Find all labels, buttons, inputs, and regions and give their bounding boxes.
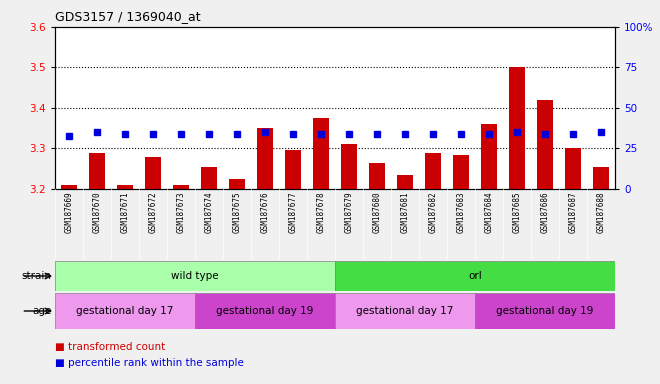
Text: ■ transformed count: ■ transformed count xyxy=(55,342,165,352)
Text: GSM187685: GSM187685 xyxy=(513,191,521,233)
Bar xyxy=(425,152,441,189)
Text: gestational day 17: gestational day 17 xyxy=(356,306,453,316)
Text: GSM187688: GSM187688 xyxy=(597,191,605,233)
Bar xyxy=(593,167,609,189)
Bar xyxy=(117,185,133,189)
Text: GSM187679: GSM187679 xyxy=(345,191,354,233)
Text: gestational day 19: gestational day 19 xyxy=(216,306,314,316)
Text: GSM187683: GSM187683 xyxy=(457,191,465,233)
Text: GSM187682: GSM187682 xyxy=(428,191,438,233)
Text: GSM187670: GSM187670 xyxy=(92,191,102,233)
Bar xyxy=(537,100,552,189)
Text: GSM187674: GSM187674 xyxy=(205,191,213,233)
Bar xyxy=(481,124,497,189)
Text: GSM187675: GSM187675 xyxy=(232,191,242,233)
Bar xyxy=(61,185,77,189)
Bar xyxy=(195,293,335,329)
Bar xyxy=(314,118,329,189)
Bar xyxy=(145,157,160,189)
Bar xyxy=(89,152,105,189)
Text: GSM187671: GSM187671 xyxy=(121,191,129,233)
Bar xyxy=(370,163,385,189)
Bar xyxy=(453,154,469,189)
Text: GDS3157 / 1369040_at: GDS3157 / 1369040_at xyxy=(55,10,201,23)
Bar xyxy=(510,68,525,189)
Bar xyxy=(475,293,615,329)
Text: GSM187684: GSM187684 xyxy=(484,191,494,233)
Bar xyxy=(55,293,195,329)
Text: GSM187686: GSM187686 xyxy=(541,191,550,233)
Text: GSM187678: GSM187678 xyxy=(317,191,325,233)
Bar xyxy=(397,175,412,189)
Text: strain: strain xyxy=(22,271,51,281)
Bar xyxy=(335,261,615,291)
Text: GSM187681: GSM187681 xyxy=(401,191,409,233)
Text: orl: orl xyxy=(468,271,482,281)
Text: GSM187680: GSM187680 xyxy=(372,191,381,233)
Text: age: age xyxy=(32,306,51,316)
Bar xyxy=(174,185,189,189)
Bar xyxy=(257,128,273,189)
Text: GSM187676: GSM187676 xyxy=(261,191,269,233)
Text: gestational day 17: gestational day 17 xyxy=(77,306,174,316)
Text: GSM187673: GSM187673 xyxy=(176,191,185,233)
Text: wild type: wild type xyxy=(171,271,219,281)
Bar xyxy=(229,179,245,189)
Bar xyxy=(566,149,581,189)
Text: ■ percentile rank within the sample: ■ percentile rank within the sample xyxy=(55,358,244,368)
Text: GSM187687: GSM187687 xyxy=(568,191,578,233)
Bar xyxy=(285,151,301,189)
Bar xyxy=(55,261,335,291)
Bar xyxy=(341,144,356,189)
Bar xyxy=(335,293,475,329)
Bar xyxy=(201,167,216,189)
Text: gestational day 19: gestational day 19 xyxy=(496,306,594,316)
Text: GSM187669: GSM187669 xyxy=(65,191,73,233)
Text: GSM187672: GSM187672 xyxy=(148,191,158,233)
Text: GSM187677: GSM187677 xyxy=(288,191,298,233)
